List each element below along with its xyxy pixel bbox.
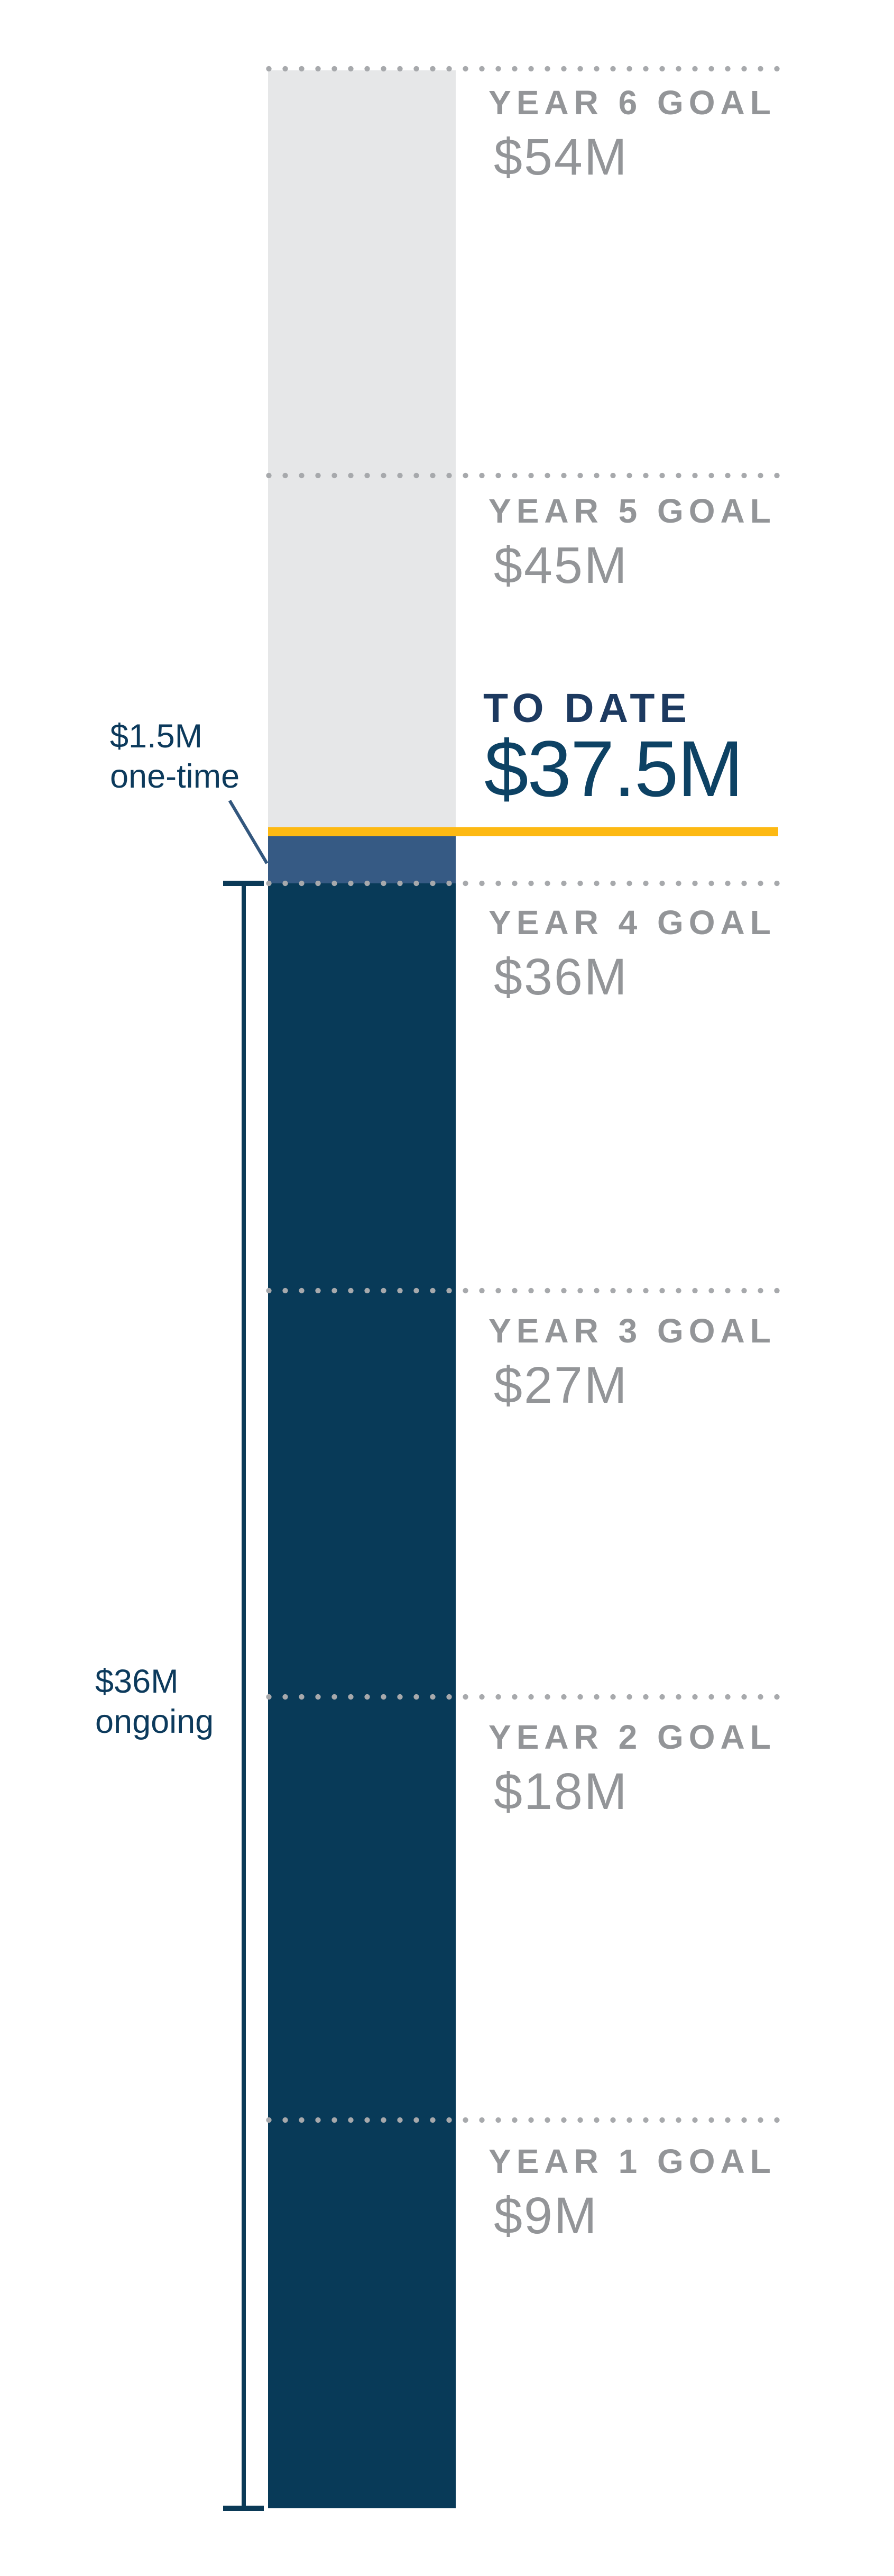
ongoing-bracket-line (242, 881, 246, 2511)
ongoing-annotation-text: ongoing (95, 1703, 214, 1740)
goal-label-year2: YEAR 2 GOAL (489, 1718, 776, 1756)
one-time-annotation-amount: $1.5M (110, 718, 203, 755)
goal-dotted-line-year4 (266, 880, 781, 887)
ongoing-annotation: $36M ongoing (95, 1661, 214, 1742)
remaining-goal-bar-segment (268, 70, 456, 827)
ongoing-bracket-top-cap (223, 881, 264, 886)
goal-dotted-line-year2 (266, 1694, 781, 1700)
goal-label-year4: YEAR 4 GOAL (489, 903, 776, 942)
ongoing-bracket-bottom-cap (223, 2506, 264, 2511)
goal-label-year1: YEAR 1 GOAL (489, 2142, 776, 2180)
goal-value-year4: $36M (494, 948, 629, 1006)
to-date-marker-line (268, 827, 778, 836)
goal-label-year3: YEAR 3 GOAL (489, 1312, 776, 1350)
one-time-bar-segment (268, 836, 456, 883)
goal-dotted-line-year5 (266, 472, 781, 479)
goal-value-year3: $27M (494, 1356, 629, 1414)
one-time-annotation-text: one-time (110, 758, 240, 795)
goal-value-year5: $45M (494, 536, 629, 594)
goal-label-year6: YEAR 6 GOAL (489, 84, 776, 122)
to-date-label: TO DATE (483, 686, 692, 731)
goal-label-year5: YEAR 5 GOAL (489, 492, 776, 530)
ongoing-annotation-amount: $36M (95, 1663, 179, 1700)
goal-value-year1: $9M (494, 2187, 598, 2244)
one-time-callout-line (228, 800, 269, 864)
goal-value-year6: $54M (494, 128, 629, 186)
goal-dotted-line-year1 (266, 2117, 781, 2123)
goal-value-year2: $18M (494, 1762, 629, 1820)
goal-dotted-line-year3 (266, 1287, 781, 1294)
to-date-value: $37.5M (484, 724, 743, 813)
goal-dotted-line-year6 (266, 66, 781, 72)
one-time-annotation: $1.5M one-time (110, 716, 239, 797)
